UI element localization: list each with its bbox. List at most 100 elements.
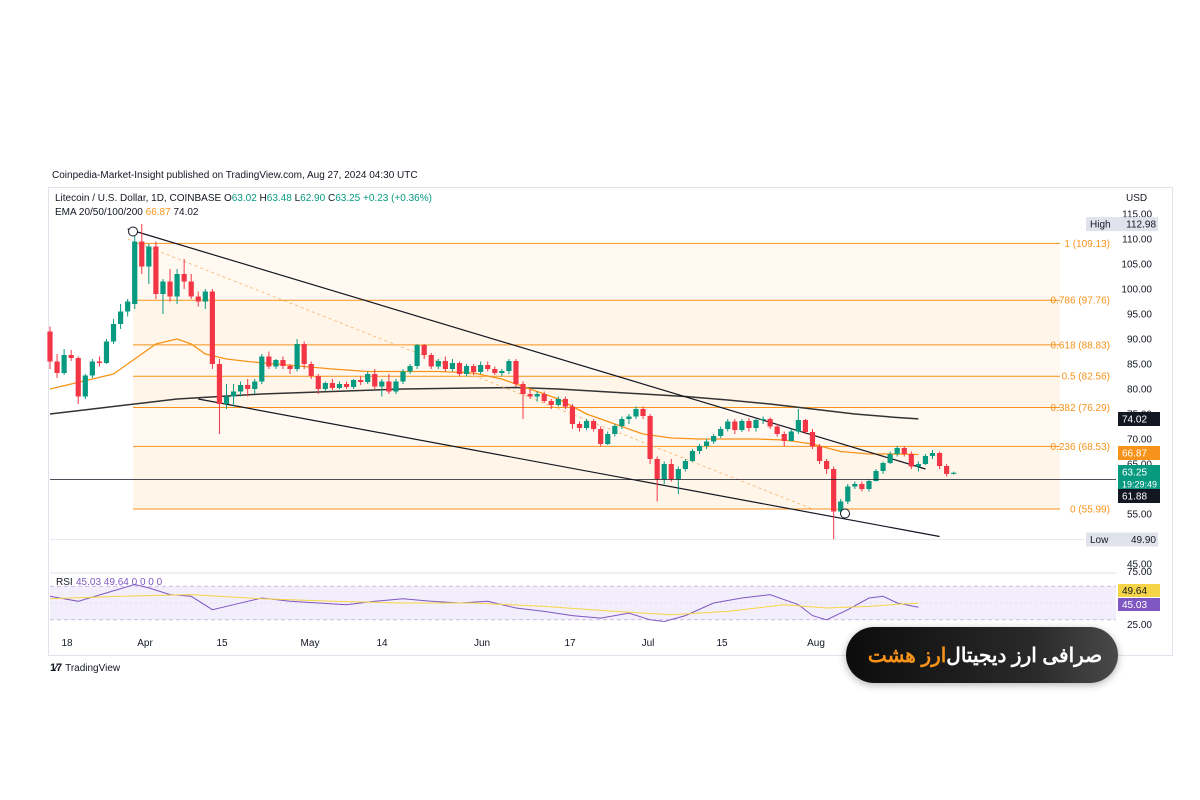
candle-body (816, 446, 823, 461)
ema-fast-line (49, 338, 919, 456)
candle-body (802, 420, 809, 432)
candle-body (605, 434, 611, 444)
fib-label: 0.786 (97.76) (1051, 296, 1111, 307)
candle-body (153, 246, 159, 294)
candle-body (668, 464, 674, 479)
candle-body (89, 361, 95, 376)
candle-body (838, 501, 844, 512)
candle-body (223, 396, 230, 404)
candle-body (647, 416, 653, 459)
tradingview-logo[interactable]: 1⁄7 TradingView (50, 662, 120, 674)
price-tag-label: 74.02 (1122, 415, 1147, 426)
legend-low: 62.90 (300, 193, 326, 204)
fib-label: 0.236 (68.53) (1051, 442, 1111, 453)
candle-body (125, 301, 131, 312)
candle-body (132, 241, 138, 304)
price-tag-countdown (1118, 477, 1160, 491)
trendline-lower (198, 398, 940, 538)
tradingview-label: TradingView (65, 662, 121, 674)
publish-note: Coinpedia-Market-Insight published on Tr… (52, 170, 418, 181)
candle-body (287, 366, 293, 369)
candle-body (393, 381, 399, 392)
candle-body (301, 344, 307, 364)
candle-body (534, 394, 540, 397)
legend-h-label: H (259, 193, 267, 204)
price-tag-label: 19:29:49 (1122, 480, 1157, 490)
candle-body (944, 466, 950, 474)
candle-body (350, 380, 357, 387)
candle-body (562, 399, 568, 407)
candle-body (252, 381, 258, 389)
candle-body (294, 344, 300, 369)
candle-body (654, 459, 660, 479)
legend-ema: EMA 20/50/100/200 66.87 74.02 (55, 207, 198, 218)
watermark-text: صرافی ارز دیجیتال (946, 644, 1103, 667)
y-tick-label: 80.00 (1127, 385, 1152, 396)
x-tick-label: 14 (376, 638, 388, 649)
y-tick-label: 45.00 (1127, 560, 1152, 571)
rsi-ma-value: 49.64 (1122, 586, 1147, 597)
candle-body (499, 371, 505, 373)
candle-body (915, 464, 921, 467)
candle-body (880, 463, 886, 471)
watermark-badge: صرافی ارز دیجیتال ارز هشت (846, 627, 1118, 683)
candle-body (202, 291, 208, 302)
candle-body (788, 431, 794, 441)
candle-body (753, 420, 759, 428)
chart-frame (48, 187, 1173, 656)
high-value: 112.98 (1126, 220, 1156, 231)
candle-body (449, 363, 456, 369)
rsi-label: RSI (56, 577, 73, 588)
candle-body (146, 246, 152, 267)
candle-body (167, 281, 173, 297)
price-tag-last-price (1118, 465, 1160, 479)
legend-close: 63.25 (335, 193, 361, 204)
candle-body (160, 281, 166, 294)
y-tick-label: 115.00 (1122, 210, 1152, 221)
legend-open: 63.02 (231, 193, 257, 204)
candle-body (82, 375, 88, 397)
legend-change: +0.23 (+0.36%) (363, 193, 432, 204)
y-tick-label: 70.00 (1127, 435, 1152, 446)
candle-body (583, 421, 590, 428)
candle-body (68, 355, 74, 358)
legend-symbol: Litecoin / U.S. Dollar, 1D, COINBASE (55, 193, 222, 204)
fib-label: 0.382 (76.29) (1051, 403, 1111, 414)
x-tick-label: Jul (642, 638, 655, 649)
candle-body (209, 291, 215, 364)
price-tag-label: 61.88 (1122, 492, 1147, 503)
candle-body (463, 366, 470, 374)
candle-body (703, 441, 710, 446)
rsi-band (50, 586, 1116, 620)
candle-body (442, 361, 448, 369)
candle-body (96, 361, 103, 363)
candle-body (280, 360, 286, 366)
candle-body (591, 421, 597, 429)
candle-body (400, 371, 406, 382)
candle-body (936, 453, 943, 466)
watermark-accent: ارز هشت (867, 644, 947, 667)
candle-body (322, 383, 328, 389)
rsi-value: 45.03 (1122, 600, 1147, 611)
candle-body (612, 426, 618, 434)
candle-body (343, 384, 350, 387)
candle-body (238, 385, 244, 392)
fib-anchor-high (128, 226, 138, 237)
candle-body (75, 358, 81, 397)
candle-body (682, 461, 688, 469)
candle-body (308, 364, 314, 376)
candle-body (901, 448, 907, 454)
candle-body (746, 421, 752, 428)
price-tag-label: 63.25 (1122, 468, 1147, 479)
x-tick-label: Aug (807, 638, 825, 649)
candle-body (541, 394, 547, 401)
candle-body (689, 451, 696, 461)
candle-body (696, 446, 703, 451)
candle-body (379, 381, 385, 387)
candle-body (259, 356, 265, 382)
fib-band (133, 446, 1060, 510)
rsi-inputs: 45.03 49.64 0 0 0 0 (76, 577, 163, 588)
ema-slow-line (49, 386, 919, 420)
y-tick-label: 105.00 (1121, 260, 1152, 271)
